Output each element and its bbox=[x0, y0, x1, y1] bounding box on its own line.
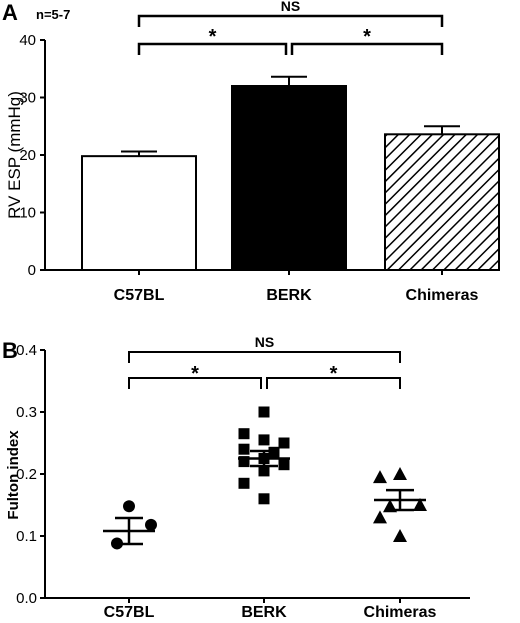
panel-b-significance-bracket bbox=[128, 377, 262, 389]
panel-b-significance-label: NS bbox=[255, 334, 274, 350]
panel-b-y-tick-label: 0.0 bbox=[16, 590, 37, 607]
panel-a-significance-label: NS bbox=[281, 0, 300, 14]
panel-b-x-tick-label: C57BL bbox=[104, 604, 155, 621]
panel-a-x-tick-label: Chimeras bbox=[406, 287, 479, 304]
panel-b-point-berk bbox=[238, 477, 250, 489]
panel-b-point-berk bbox=[258, 493, 270, 505]
panel-b-y-tick-label: 0.2 bbox=[16, 466, 37, 483]
panel-b-x-tick-label: BERK bbox=[241, 604, 287, 621]
panel-a-sample-note: n=5-7 bbox=[36, 7, 70, 22]
panel-a-y-tick-label: 20 bbox=[19, 147, 36, 164]
panel-b-point-berk bbox=[238, 428, 250, 440]
panel-b-significance-bracket bbox=[266, 377, 401, 389]
panel-a-bar-berk bbox=[231, 85, 347, 271]
panel-b-point-berk bbox=[278, 437, 290, 449]
panel-a-significance-bracket bbox=[137, 42, 288, 55]
panel-b-point-berk bbox=[258, 434, 270, 446]
panel-b-y-tick-label: 0.1 bbox=[16, 528, 37, 545]
panel-a-y-axis-label: RV ESP (mmHg) bbox=[5, 91, 24, 219]
panel-b-x-tick-label: Chimeras bbox=[364, 604, 437, 621]
panel-b-y-tick-label: 0.3 bbox=[16, 404, 37, 421]
panel-a-significance-bracket bbox=[290, 42, 444, 55]
panel-b-plot: 0.0 0.1 0.2 0.3 0.4 C57BL BERK Chimeras * * NS bbox=[16, 334, 470, 621]
panel-a-bar-c57bl bbox=[81, 155, 197, 271]
panel-a-y-tick-label: 30 bbox=[19, 90, 36, 107]
panel-a-significance-label: * bbox=[209, 26, 217, 48]
panel-a-letter: A bbox=[2, 0, 18, 25]
panel-b-y-tick-label: 0.4 bbox=[16, 342, 37, 359]
panel-b-significance-bracket bbox=[128, 351, 401, 363]
panel-b-point-chimeras bbox=[373, 470, 387, 484]
panel-b-y-axis-label: Fulton index bbox=[5, 430, 22, 520]
panel-b-significance-label: * bbox=[330, 363, 338, 385]
panel-b-point-berk bbox=[238, 456, 250, 468]
panel-a-y-tick-label: 0 bbox=[28, 262, 36, 279]
panel-b-point-c57bl bbox=[123, 500, 135, 513]
panel-b-point-berk bbox=[238, 443, 250, 455]
panel-b-letter: B bbox=[2, 338, 18, 363]
panel-a-significance-bracket bbox=[137, 14, 444, 27]
panel-b-point-chimeras bbox=[393, 529, 407, 542]
panel-b-point-berk bbox=[278, 459, 290, 471]
panel-a-y-tick-label: 10 bbox=[19, 205, 36, 222]
panel-b-significance-label: * bbox=[191, 363, 199, 385]
panel-b-point-berk bbox=[258, 406, 270, 418]
panel-b-point-c57bl bbox=[145, 518, 157, 531]
panel-a-plot: 0 10 20 30 40 C57BL BERK Chimeras * * NS bbox=[19, 0, 500, 304]
panel-a-x-tick-label: BERK bbox=[266, 287, 312, 304]
panel-b-point-chimeras bbox=[413, 498, 427, 511]
panel-b-point-chimeras bbox=[393, 467, 407, 480]
panel-a-significance-label: * bbox=[363, 26, 371, 48]
panel-b-point-chimeras bbox=[373, 510, 387, 524]
panel-b-point-berk bbox=[258, 465, 270, 477]
panel-a-bar-chimeras bbox=[384, 133, 500, 271]
panel-a-x-tick-label: C57BL bbox=[114, 287, 165, 304]
panel-a-y-tick-label: 40 bbox=[19, 32, 36, 49]
